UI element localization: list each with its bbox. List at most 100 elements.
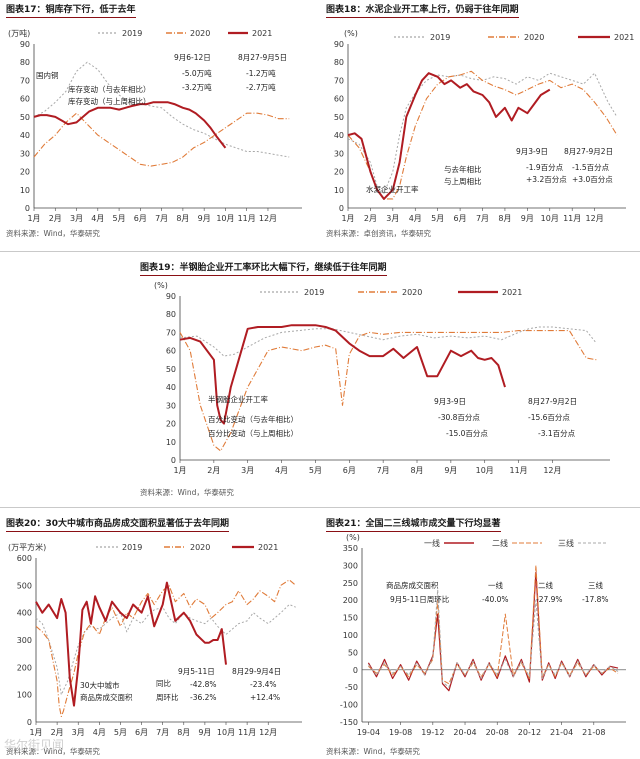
x-tick-label: 9月 [444, 466, 457, 475]
panel-cement-utilization: 图表18：水泥企业开工率上行，仍弱于往年同期 (%) 0 10 20 30 40 50 60 7… [326, 2, 636, 242]
x-tick-label: 11月 [238, 214, 256, 223]
y-tick-label: 0 [27, 718, 32, 727]
annotation-text: 30大中城市 [80, 680, 120, 690]
series-line-2020 [35, 579, 297, 718]
y-tick-label: 350 [343, 544, 358, 553]
y-tick-label: 50 [166, 365, 176, 374]
y-tick-label: 40 [166, 383, 176, 392]
chart-30city-housing: (万平方米) 0 100 200 300 400 500 600 1月 2月 3月 4月 5月 6月 7月 8… [8, 542, 302, 737]
legend-label: 2020 [524, 33, 544, 42]
annotation-text: 与上周相比 [444, 176, 482, 186]
annotation-text: -2.7万吨 [246, 82, 276, 92]
x-tick-label: 10月 [476, 466, 494, 475]
y-tick-label: 20 [20, 168, 30, 177]
x-tick-label: 12月 [259, 728, 277, 737]
x-tick-label: 9月 [198, 214, 211, 223]
x-tick-label: 12月 [543, 466, 561, 475]
x-tick-label: 5月 [309, 466, 322, 475]
series-line-2019 [35, 604, 296, 696]
legend-label: 二线 [492, 538, 508, 548]
separator [0, 251, 640, 252]
watermark: 华尔街见闻 [4, 738, 65, 752]
y-tick-label: 80 [20, 58, 30, 67]
annotation-text: 9月5-11日周环比 [390, 594, 450, 604]
series-line-一线 [367, 571, 619, 692]
y-axis-unit-label: (万吨) [8, 28, 30, 38]
annotation-text: 8月29-9月4日 [232, 667, 281, 676]
legend-label: 2021 [258, 543, 278, 552]
y-tick-label: 70 [166, 328, 176, 337]
annotation-text: 9月6-12日 [174, 53, 211, 62]
annotation-text: -27.9% [536, 595, 563, 604]
y-tick-label: 50 [20, 113, 30, 122]
separator [0, 507, 640, 508]
y-tick-label: 200 [17, 663, 32, 672]
x-tick-label: 7月 [377, 466, 390, 475]
x-tick-label: 7月 [155, 214, 168, 223]
series-line-2020 [33, 112, 290, 167]
annotation-text: 水泥企业开工率 [366, 184, 419, 194]
y-tick-label: 60 [166, 347, 176, 356]
annotation-text: 国内铜 [36, 70, 59, 80]
x-tick-label: 3月 [70, 214, 83, 223]
chart-tier-city-sales: (%) -150 -100 -50 0 50 100 150 200 250 300 350 19-04… [340, 533, 626, 737]
y-tick-label: 100 [17, 691, 32, 700]
y-axis-unit-label: (%) [344, 29, 358, 38]
chart-title: 图表20：30大中城市商品房成交面积显著低于去年同期 [6, 516, 230, 532]
y-tick-label: 40 [334, 131, 344, 140]
y-tick-label: 500 [17, 581, 32, 590]
series-line-2019 [33, 61, 290, 158]
x-tick-label: 8月 [410, 466, 423, 475]
series-line-2021 [179, 324, 506, 425]
panel-copper-inventory: 图表17：铜库存下行，低于去年 (万吨) 0 10 20 30 40 50 60 70 80 90 1… [6, 2, 312, 242]
chart-title: 图表21：全国二三线城市成交量下行均显著 [326, 516, 501, 532]
annotation-text: -40.0% [482, 595, 509, 604]
series-line-三线 [368, 589, 619, 688]
x-tick-label: 4月 [91, 214, 104, 223]
annotation-text: -1.5百分点 [572, 163, 610, 172]
panel-tire-utilization: 图表19：半钢胎企业开工率环比大幅下行，继续低于往年同期 (%) 0 10 20 30 4… [140, 260, 620, 500]
y-axis-unit-label: (%) [346, 533, 360, 542]
annotation-text: +3.0百分点 [572, 175, 613, 184]
series-line-2021 [33, 101, 227, 149]
annotation-text: -15.0百分点 [446, 429, 488, 438]
legend-label: 2019 [430, 33, 450, 42]
x-tick-label: 7月 [156, 728, 169, 737]
chart-source: 资料来源：Wind，华泰研究 [326, 747, 420, 756]
x-tick-label: 10月 [541, 214, 559, 223]
y-tick-label: 200 [343, 596, 358, 605]
y-tick-label: 100 [343, 631, 358, 640]
annotation-text: 同比 [156, 678, 171, 688]
series-line-二线 [368, 564, 619, 685]
x-tick-label: 3月 [386, 214, 399, 223]
x-tick-label: 1月 [341, 214, 354, 223]
legend-label: 2020 [190, 543, 210, 552]
y-tick-label: -50 [345, 683, 358, 692]
x-tick-label: 2月 [207, 466, 220, 475]
legend-label: 2019 [122, 543, 142, 552]
y-tick-label: 0 [171, 456, 176, 465]
y-tick-label: 30 [20, 149, 30, 158]
x-tick-label: 1月 [29, 728, 42, 737]
annotation-text: 一线 [488, 580, 503, 590]
y-tick-label: -150 [340, 718, 358, 727]
x-tick-label: 3月 [72, 728, 85, 737]
x-tick-label: 12月 [586, 214, 604, 223]
y-tick-label: 0 [353, 666, 358, 675]
annotation-text: 8月27-9月2日 [564, 147, 613, 156]
y-tick-label: 90 [166, 292, 176, 301]
x-tick-label: 3月 [241, 466, 254, 475]
annotation-text: 9月3-9日 [516, 147, 548, 156]
y-tick-label: 300 [17, 636, 32, 645]
annotation-text: -36.2% [190, 693, 217, 702]
annotation-text: 周环比 [156, 692, 179, 702]
x-tick-label: 9月 [521, 214, 534, 223]
annotation-text: -3.1百分点 [538, 429, 576, 438]
y-tick-label: 70 [334, 76, 344, 85]
y-tick-label: 50 [334, 113, 344, 122]
x-tick-label: 8月 [176, 214, 189, 223]
y-axis-unit-label: (%) [154, 281, 168, 290]
annotation-text: 商品房成交面积 [386, 580, 439, 590]
y-tick-label: 20 [166, 420, 176, 429]
panel-tier-city-sales: 图表21：全国二三线城市成交量下行均显著 (%) -150 -100 -50 0 50 10… [326, 516, 636, 756]
